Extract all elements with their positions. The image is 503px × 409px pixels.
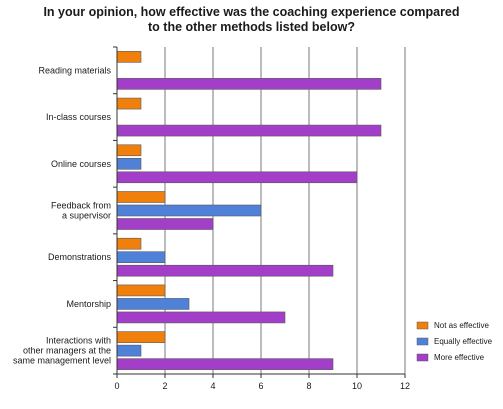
legend-label: More effective bbox=[434, 353, 485, 362]
category-label: other managers at the bbox=[23, 346, 111, 356]
bars bbox=[116, 51, 382, 370]
bar-equally-effective bbox=[116, 251, 166, 264]
bar-more-effective bbox=[116, 358, 334, 370]
bar-more-effective bbox=[116, 218, 214, 230]
category-label: Demonstrations bbox=[48, 252, 112, 262]
legend-swatch bbox=[416, 321, 429, 330]
bar-not-as-effective bbox=[116, 284, 166, 297]
category-label: Online courses bbox=[51, 159, 112, 169]
x-tick-label: 10 bbox=[352, 381, 362, 391]
x-tick-label: 12 bbox=[400, 381, 410, 391]
bar-more-effective bbox=[116, 78, 382, 90]
bar-not-as-effective bbox=[116, 237, 142, 250]
x-tick-label: 6 bbox=[258, 381, 263, 391]
x-tick-label: 0 bbox=[114, 381, 119, 391]
bar-more-effective bbox=[116, 124, 382, 137]
category-label: Feedback from bbox=[51, 201, 111, 211]
bar-more-effective bbox=[116, 311, 286, 324]
bar-more-effective bbox=[116, 264, 334, 277]
category-label: In-class courses bbox=[46, 112, 112, 122]
category-label: a supervisor bbox=[62, 211, 111, 221]
bar-not-as-effective bbox=[116, 191, 166, 203]
legend-label: Equally effective bbox=[434, 337, 493, 346]
chart-title-line-1: In your opinion, how effective was the c… bbox=[43, 5, 460, 19]
bar-not-as-effective bbox=[116, 97, 142, 110]
legend-swatch bbox=[416, 337, 429, 346]
category-labels: Reading materials In-class courses Online … bbox=[13, 65, 112, 365]
bar-equally-effective bbox=[116, 157, 142, 170]
chart-title-line-2: to the other methods listed below? bbox=[148, 20, 355, 34]
legend-swatch bbox=[416, 353, 429, 362]
category-label: same management level bbox=[13, 356, 111, 366]
bar-more-effective bbox=[116, 171, 358, 184]
category-label: Interactions with bbox=[46, 336, 111, 346]
bar-equally-effective bbox=[116, 344, 142, 357]
bar-not-as-effective bbox=[116, 144, 142, 157]
category-label: Reading materials bbox=[38, 65, 111, 75]
category-label: Mentorship bbox=[66, 299, 111, 309]
x-tick-labels: 0 2 4 6 8 10 12 bbox=[114, 381, 410, 391]
legend: Not as effective Equally effective More ef… bbox=[416, 321, 493, 362]
chart-title: In your opinion, how effective was the c… bbox=[0, 5, 503, 35]
axes bbox=[113, 46, 406, 378]
x-tick-label: 8 bbox=[306, 381, 311, 391]
bar-equally-effective bbox=[116, 204, 262, 217]
bar-not-as-effective bbox=[116, 331, 166, 343]
bar-equally-effective bbox=[116, 298, 190, 310]
legend-label: Not as effective bbox=[434, 321, 490, 330]
x-tick-label: 4 bbox=[210, 381, 215, 391]
x-tick-label: 2 bbox=[162, 381, 167, 391]
bar-not-as-effective bbox=[116, 51, 142, 63]
